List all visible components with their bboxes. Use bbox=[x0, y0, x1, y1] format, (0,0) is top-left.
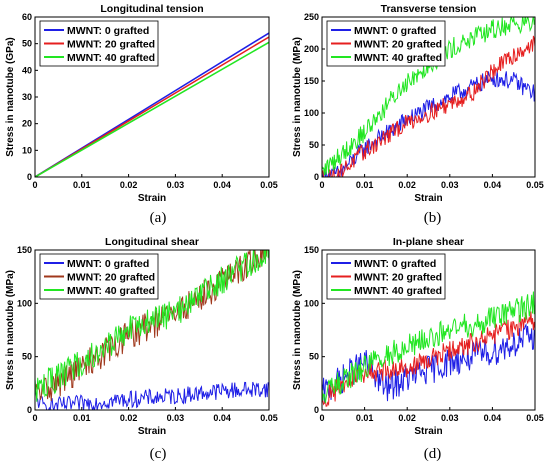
y-axis-label: Stress in nanotube (MPa) bbox=[292, 37, 303, 157]
x-tick-label: 0.01 bbox=[356, 180, 374, 190]
series-line-2 bbox=[322, 35, 535, 177]
y-tick-label: 0 bbox=[314, 405, 319, 415]
legend-entry: MWNT: 0 grafted bbox=[67, 258, 149, 270]
legend-entry: MWNT: 40 grafted bbox=[354, 285, 442, 297]
y-tick-label: 0 bbox=[27, 172, 32, 182]
legend-entry: MWNT: 40 grafted bbox=[67, 52, 155, 64]
y-tick-label: 50 bbox=[309, 352, 319, 362]
y-tick-label: 200 bbox=[304, 44, 319, 54]
x-tick-label: 0.05 bbox=[526, 180, 544, 190]
y-tick-label: 40 bbox=[22, 65, 32, 75]
x-tick-label: 0.03 bbox=[167, 413, 185, 423]
x-tick-label: 0.03 bbox=[167, 180, 185, 190]
x-tick-label: 0 bbox=[319, 413, 324, 423]
y-tick-label: 50 bbox=[309, 140, 319, 150]
chart-title: Transverse tension bbox=[381, 3, 477, 15]
x-tick-label: 0.04 bbox=[484, 180, 502, 190]
y-tick-label: 30 bbox=[22, 92, 32, 102]
panel-caption: (d) bbox=[424, 446, 442, 462]
x-tick-label: 0.05 bbox=[526, 413, 544, 423]
legend-entry: MWNT: 0 grafted bbox=[67, 25, 149, 37]
y-tick-label: 150 bbox=[17, 245, 32, 255]
y-tick-label: 250 bbox=[304, 12, 319, 22]
legend-entry: MWNT: 0 grafted bbox=[354, 25, 436, 37]
chart-panel-4: 0 0.01 0.02 0.03 0.04 0.05 0 50 100 150 In-plane s… bbox=[292, 236, 544, 462]
y-tick-label: 100 bbox=[304, 298, 319, 308]
x-tick-label: 0.04 bbox=[213, 180, 231, 190]
x-tick-label: 0 bbox=[319, 180, 324, 190]
chart-panel-1: 0 0.01 0.02 0.03 0.04 0.05 0 10 20 30 40 50 60 Longit… bbox=[5, 3, 278, 226]
x-tick-label: 0.05 bbox=[260, 413, 278, 423]
y-tick-label: 100 bbox=[17, 298, 32, 308]
x-axis-label: Strain bbox=[414, 426, 442, 437]
chart-title: Longitudinal shear bbox=[105, 236, 199, 248]
y-tick-label: 50 bbox=[22, 39, 32, 49]
panel-caption: (c) bbox=[150, 446, 167, 462]
panel-caption: (b) bbox=[424, 210, 442, 226]
series-line-1 bbox=[35, 381, 269, 410]
chart-panel-3: 0 0.01 0.02 0.03 0.04 0.05 0 50 100 150 Longitudin… bbox=[5, 236, 278, 462]
y-axis-label: Stress in nanotube (GPa) bbox=[5, 37, 16, 156]
legend-entry: MWNT: 40 grafted bbox=[354, 52, 442, 64]
series-line-2 bbox=[322, 311, 535, 407]
y-tick-label: 50 bbox=[22, 352, 32, 362]
x-tick-label: 0.05 bbox=[260, 180, 278, 190]
x-tick-label: 0.04 bbox=[484, 413, 502, 423]
y-tick-label: 150 bbox=[304, 245, 319, 255]
x-tick-label: 0.03 bbox=[441, 413, 459, 423]
series-line-3 bbox=[35, 250, 269, 402]
y-tick-label: 150 bbox=[304, 76, 319, 86]
x-tick-label: 0.01 bbox=[73, 180, 91, 190]
series-line-3 bbox=[322, 291, 535, 404]
axes-box bbox=[34, 249, 270, 411]
chart-title: Longitudinal tension bbox=[100, 3, 203, 15]
legend-entry: MWNT: 40 grafted bbox=[67, 285, 155, 297]
x-tick-label: 0.01 bbox=[356, 413, 374, 423]
y-tick-label: 20 bbox=[22, 119, 32, 129]
x-tick-label: 0 bbox=[32, 180, 37, 190]
x-tick-label: 0.02 bbox=[398, 413, 416, 423]
y-tick-label: 10 bbox=[22, 145, 32, 155]
legend-entry: MWNT: 0 grafted bbox=[354, 258, 436, 270]
y-tick-label: 60 bbox=[22, 12, 32, 22]
legend-entry: MWNT: 20 grafted bbox=[354, 272, 442, 284]
x-tick-label: 0.02 bbox=[120, 180, 138, 190]
y-axis-label: Stress in nanotube (MPa) bbox=[292, 270, 303, 390]
x-axis-label: Strain bbox=[138, 426, 166, 437]
y-tick-label: 0 bbox=[27, 405, 32, 415]
x-tick-label: 0.02 bbox=[120, 413, 138, 423]
x-tick-label: 0.02 bbox=[398, 180, 416, 190]
panel-caption: (a) bbox=[150, 210, 167, 226]
axes-box bbox=[321, 249, 536, 411]
x-axis-label: Strain bbox=[414, 193, 442, 204]
legend-entry: MWNT: 20 grafted bbox=[67, 272, 155, 284]
x-tick-label: 0.04 bbox=[213, 413, 231, 423]
x-tick-label: 0.03 bbox=[441, 180, 459, 190]
x-tick-label: 0 bbox=[32, 413, 37, 423]
x-axis-label: Strain bbox=[138, 193, 166, 204]
y-tick-label: 100 bbox=[304, 108, 319, 118]
chart-title: In-plane shear bbox=[393, 236, 464, 248]
axes-box bbox=[321, 16, 536, 178]
chart-panel-2: 0 0.01 0.02 0.03 0.04 0.05 0 50 100 150 200 250 Tran… bbox=[292, 3, 544, 226]
y-axis-label: Stress in nanotube (MPa) bbox=[5, 270, 16, 390]
legend-entry: MWNT: 20 grafted bbox=[354, 39, 442, 51]
y-tick-label: 0 bbox=[314, 172, 319, 182]
legend-entry: MWNT: 20 grafted bbox=[67, 39, 155, 51]
series-line-3 bbox=[35, 41, 269, 177]
x-tick-label: 0.01 bbox=[73, 413, 91, 423]
